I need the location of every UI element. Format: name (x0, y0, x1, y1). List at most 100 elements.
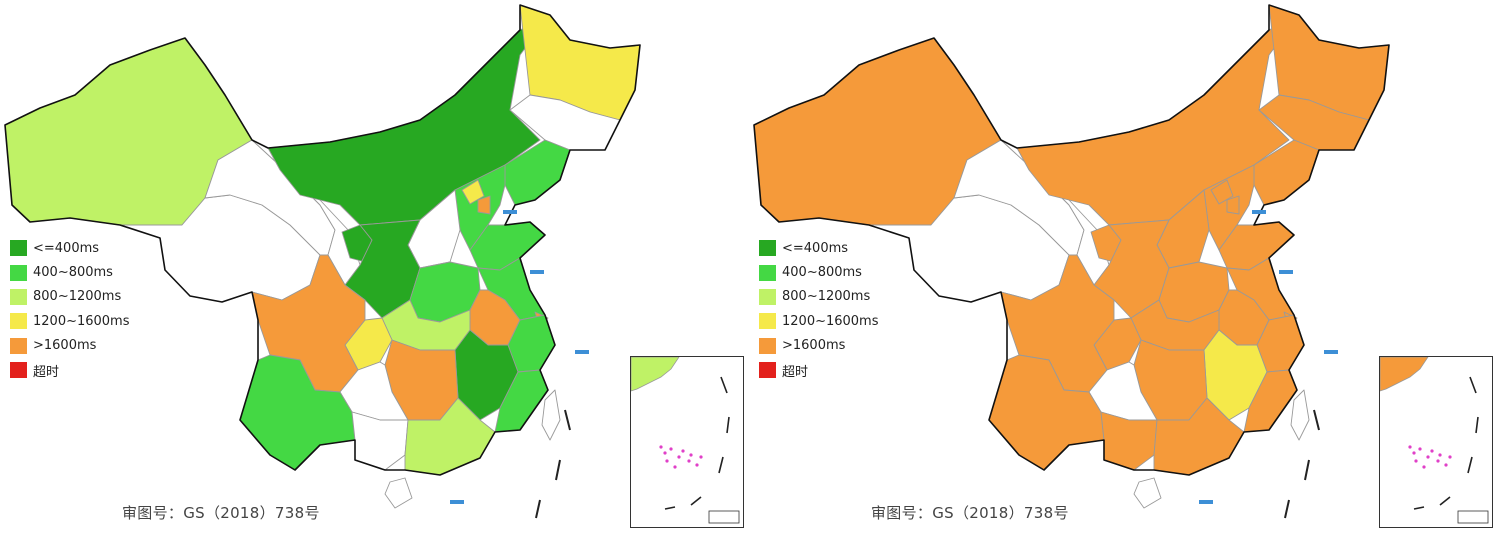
inset-island (1426, 455, 1430, 459)
map-panel-right: <=400ms 400~800ms 800~1200ms 1200~1600ms >16… (749, 0, 1497, 543)
inset-boundary-dash (1475, 416, 1479, 434)
province-hainan (384, 477, 413, 509)
legend-item: 超时 (759, 358, 879, 382)
legend-item: <=400ms (10, 236, 130, 260)
inset-coastline (1380, 357, 1429, 392)
legend-item: 1200~1600ms (759, 309, 879, 333)
boundary-dash-2 (535, 499, 541, 519)
province-neimenggu (267, 14, 551, 226)
legend-swatch (759, 240, 776, 257)
bohai-label (1252, 210, 1266, 214)
inset-island (1438, 453, 1442, 457)
inset-island (695, 463, 699, 467)
legend-label: 超时 (33, 364, 60, 380)
map-approval-number: 审图号：GS（2018）738号 (871, 504, 1069, 522)
donghai-label (575, 350, 589, 354)
inset-island (681, 449, 685, 453)
legend-item: 1200~1600ms (10, 309, 130, 333)
inset-scale-box (1457, 510, 1489, 524)
legend-label: 400~800ms (782, 265, 862, 281)
inset-island (1418, 447, 1422, 451)
legend-swatch (759, 288, 776, 305)
inset-scale-box (708, 510, 740, 524)
legend-label: >1600ms (782, 338, 846, 354)
inset-coastline (631, 357, 680, 392)
inset-boundary-dash (718, 456, 724, 474)
inset-island (699, 455, 703, 459)
legend-label: >1600ms (33, 338, 97, 354)
legend: <=400ms 400~800ms 800~1200ms 1200~1600ms >16… (759, 236, 879, 382)
inset-island (1408, 445, 1412, 449)
map-panel-left: <=400ms 400~800ms 800~1200ms 1200~1600ms >16… (0, 0, 748, 543)
legend: <=400ms 400~800ms 800~1200ms 1200~1600ms >16… (10, 236, 130, 382)
legend-swatch (759, 313, 776, 330)
legend-item: 400~800ms (759, 260, 879, 284)
inset-boundary-dash (690, 496, 702, 506)
legend-label: 400~800ms (33, 265, 113, 281)
province-taiwan (541, 389, 561, 441)
nanhai-label (450, 500, 464, 504)
inset-boundary-dash (720, 376, 728, 394)
legend-swatch (759, 264, 776, 281)
inset-island (1422, 465, 1426, 469)
inset-island (1436, 459, 1440, 463)
south-china-sea-inset (630, 356, 744, 528)
south-china-sea-inset-map (1380, 357, 1489, 524)
china-map (753, 4, 1390, 519)
legend-label: 800~1200ms (782, 289, 871, 305)
inset-island (1414, 459, 1418, 463)
boundary-dash-1 (555, 459, 561, 481)
legend-swatch (10, 313, 27, 330)
inset-boundary-dash (1469, 376, 1477, 394)
inset-island (663, 451, 667, 455)
country-outline (753, 4, 1390, 476)
province-hainan (1133, 477, 1162, 509)
inset-island (1448, 455, 1452, 459)
inset-boundary-dash (1439, 496, 1451, 506)
legend-swatch (759, 362, 776, 379)
bohai-label (503, 210, 517, 214)
inset-boundary-dash (1413, 506, 1425, 510)
inset-island (673, 465, 677, 469)
province-tianjin (477, 195, 491, 215)
huanghai-label (530, 270, 544, 274)
legend-item: 400~800ms (10, 260, 130, 284)
legend-swatch (10, 264, 27, 281)
inset-boundary-dash (1467, 456, 1473, 474)
boundary-dash-0 (1313, 409, 1320, 431)
south-china-sea-inset (1379, 356, 1493, 528)
inset-island (659, 445, 663, 449)
province-neimenggu (1016, 14, 1300, 226)
legend-label: 800~1200ms (33, 289, 122, 305)
inset-island (1430, 449, 1434, 453)
inset-island (677, 455, 681, 459)
legend-label: 1200~1600ms (782, 313, 879, 329)
inset-island (665, 459, 669, 463)
legend-label: <=400ms (782, 240, 849, 256)
inset-boundary-dash (726, 416, 730, 434)
boundary-dash-0 (564, 409, 571, 431)
inset-island (669, 447, 673, 451)
south-china-sea-inset-map (631, 357, 740, 524)
legend-item: >1600ms (759, 334, 879, 358)
inset-island (1444, 463, 1448, 467)
legend-swatch (10, 337, 27, 354)
inset-boundary-dash (664, 506, 676, 510)
province-beijing (461, 179, 485, 205)
map-approval-number: 审图号：GS（2018）738号 (122, 504, 320, 522)
legend-swatch (10, 362, 27, 379)
legend-label: <=400ms (33, 240, 100, 256)
province-beijing (1210, 179, 1234, 205)
legend-swatch (10, 240, 27, 257)
legend-item: 超时 (10, 358, 130, 382)
boundary-dash-2 (1284, 499, 1290, 519)
legend-swatch (10, 288, 27, 305)
china-map (4, 4, 641, 519)
inset-island (689, 453, 693, 457)
legend-item: 800~1200ms (759, 285, 879, 309)
legend-label: 1200~1600ms (33, 313, 130, 329)
legend-item: 800~1200ms (10, 285, 130, 309)
boundary-dash-1 (1304, 459, 1310, 481)
legend-label: 超时 (782, 364, 809, 380)
province-taiwan (1290, 389, 1310, 441)
